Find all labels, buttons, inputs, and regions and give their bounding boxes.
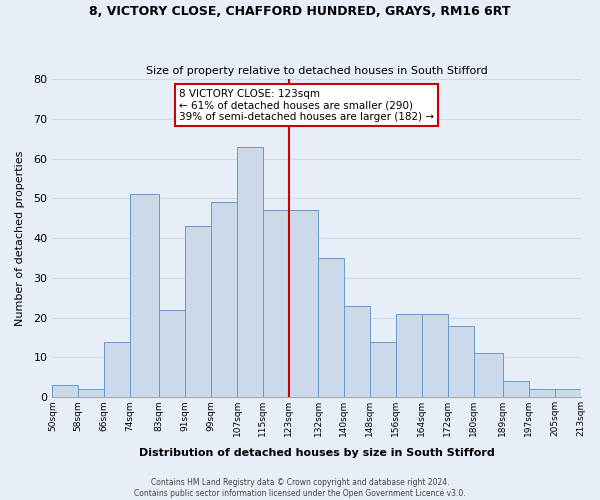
- Bar: [289, 210, 318, 397]
- Text: 8, VICTORY CLOSE, CHAFFORD HUNDRED, GRAYS, RM16 6RT: 8, VICTORY CLOSE, CHAFFORD HUNDRED, GRAY…: [89, 5, 511, 18]
- Bar: [473, 354, 503, 397]
- Bar: [263, 210, 289, 397]
- Bar: [344, 306, 370, 397]
- Title: Size of property relative to detached houses in South Stifford: Size of property relative to detached ho…: [146, 66, 487, 76]
- Bar: [554, 390, 581, 397]
- Bar: [318, 258, 344, 397]
- Bar: [130, 194, 159, 397]
- Bar: [211, 202, 237, 397]
- Text: Contains HM Land Registry data © Crown copyright and database right 2024.
Contai: Contains HM Land Registry data © Crown c…: [134, 478, 466, 498]
- Bar: [52, 386, 78, 397]
- Bar: [104, 342, 130, 397]
- Bar: [422, 314, 448, 397]
- Bar: [237, 146, 263, 397]
- Bar: [159, 310, 185, 397]
- Bar: [448, 326, 473, 397]
- Bar: [396, 314, 422, 397]
- Bar: [503, 382, 529, 397]
- Bar: [529, 390, 554, 397]
- Bar: [185, 226, 211, 397]
- X-axis label: Distribution of detached houses by size in South Stifford: Distribution of detached houses by size …: [139, 448, 494, 458]
- Y-axis label: Number of detached properties: Number of detached properties: [15, 150, 25, 326]
- Bar: [78, 390, 104, 397]
- Text: 8 VICTORY CLOSE: 123sqm
← 61% of detached houses are smaller (290)
39% of semi-d: 8 VICTORY CLOSE: 123sqm ← 61% of detache…: [179, 88, 434, 122]
- Bar: [370, 342, 396, 397]
